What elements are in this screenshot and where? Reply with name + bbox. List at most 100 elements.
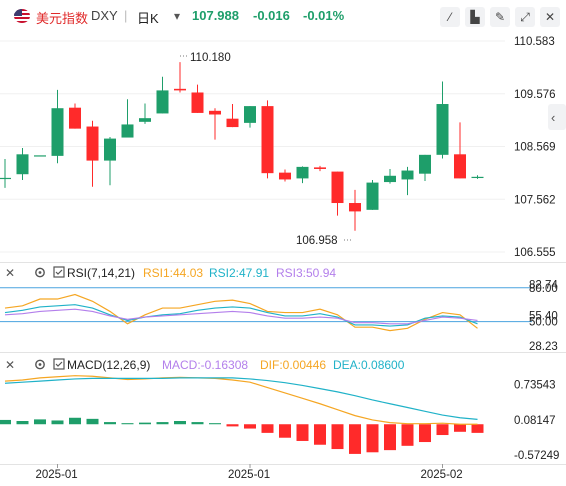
candle-body[interactable] <box>156 90 169 114</box>
macd-tick-label: 0.08147 <box>514 415 556 427</box>
price-change: -0.016 <box>253 8 290 23</box>
macd-bar <box>139 422 151 425</box>
macd-bar <box>296 424 309 441</box>
rsi2-value: RSI2:47.91 <box>209 266 269 280</box>
candle-body[interactable] <box>209 110 221 115</box>
price-axis: 110.583 109.576 108.569 107.562 106.555 <box>514 36 556 259</box>
candle-body[interactable] <box>314 167 326 169</box>
candle-body[interactable] <box>366 182 379 210</box>
candle-body[interactable] <box>104 138 116 161</box>
macd-bar <box>86 418 99 425</box>
draw-tool-icon[interactable]: ⁄ <box>440 7 460 27</box>
price-change-percent: -0.01% <box>303 8 345 23</box>
candle-body[interactable] <box>471 176 484 179</box>
macd-bar <box>384 424 396 451</box>
low-label: 106.958 <box>296 235 338 247</box>
candle-body[interactable] <box>34 155 46 157</box>
macd-bar <box>419 424 431 443</box>
candle-body[interactable] <box>296 166 309 179</box>
close-pane-icon[interactable]: ✕ <box>5 266 15 280</box>
price-tick-label: 106.555 <box>514 247 556 259</box>
chevron-down-icon[interactable]: ▾ <box>174 9 181 23</box>
interval-selector[interactable]: 日K <box>137 11 159 26</box>
candle-body[interactable] <box>121 124 134 138</box>
close-icon[interactable]: ✕ <box>540 7 560 27</box>
indicator-icon[interactable]: ▙ <box>465 7 485 27</box>
dif-line <box>4 375 478 425</box>
candle-body[interactable] <box>51 108 64 156</box>
high-label: 110.180 <box>190 52 231 64</box>
candle-body[interactable] <box>279 172 291 180</box>
time-tick-label: 2025-01 <box>228 469 270 481</box>
macd-bar <box>349 424 361 454</box>
macd-tick-label: -0.57249 <box>514 450 559 462</box>
rsi-levels <box>0 287 532 323</box>
candle-body[interactable] <box>69 107 81 129</box>
candle-body[interactable] <box>384 175 396 183</box>
high-annotation: 110.180 <box>180 52 231 64</box>
svg-text:‹: ‹ <box>551 110 555 125</box>
candle-body[interactable] <box>86 126 99 161</box>
visibility-checkbox-icon[interactable] <box>53 266 65 278</box>
us-flag-icon <box>14 9 30 23</box>
macd-bar <box>366 424 379 453</box>
macd-axis: 0.73543 0.08147 -0.57249 <box>514 380 559 463</box>
dea-line <box>4 377 478 420</box>
close-pane-icon[interactable]: ✕ <box>5 358 15 372</box>
rsi-legend: ✕ RSI(7,14,21) RSI1:44.03 RSI2:47.91 RSI… <box>5 266 336 280</box>
rsi-tick-label: 80.00 <box>529 283 558 295</box>
candle-body[interactable] <box>0 177 11 180</box>
fullscreen-icon[interactable]: ⤢ <box>515 7 535 27</box>
macd-bar <box>69 417 81 425</box>
candle-body[interactable] <box>226 118 239 128</box>
collapse-panel-icon[interactable]: ‹ <box>548 104 566 130</box>
macd-bar <box>104 422 116 425</box>
candle-body[interactable] <box>331 171 344 204</box>
settings-icon[interactable] <box>35 359 45 370</box>
price-tick-label: 107.562 <box>514 194 556 206</box>
price-tick-label: 110.583 <box>514 36 555 48</box>
macd-bar <box>401 424 414 446</box>
candle-body[interactable] <box>174 88 186 91</box>
settings-icon[interactable] <box>35 267 45 278</box>
candle-body[interactable] <box>419 154 431 174</box>
macd-bar <box>331 424 344 450</box>
candle-body[interactable] <box>436 104 449 155</box>
candle-body[interactable] <box>139 118 151 122</box>
chart-area[interactable]: 110.583 109.576 108.569 107.562 106.555 110.… <box>0 32 566 486</box>
candle-body[interactable] <box>349 203 361 212</box>
candle-body[interactable] <box>401 170 414 180</box>
candle-body[interactable] <box>191 92 204 113</box>
instrument-name[interactable]: 美元指数 <box>36 11 89 26</box>
time-tick-label: 2025-02 <box>421 469 463 481</box>
dif-value: DIF:0.00446 <box>260 358 326 372</box>
macd-bar <box>51 420 64 425</box>
macd-bar <box>244 424 256 429</box>
macd-bar <box>16 421 29 425</box>
instrument-symbol[interactable]: DXY <box>91 8 118 23</box>
rsi-tick-label: 55.40 <box>529 310 558 322</box>
low-annotation: 106.958 <box>296 235 352 247</box>
rsi1-line <box>4 293 478 332</box>
rsi3-line <box>4 308 478 325</box>
macd-bar <box>279 424 291 438</box>
pen-tool-icon[interactable]: ✎ <box>490 7 510 27</box>
macd-legend: ✕ MACD(12,26,9) MACD:-0.16308 DIF:0.0044… <box>5 358 405 372</box>
macd-bar <box>156 422 169 425</box>
macd-bar <box>0 419 11 425</box>
time-tick-label: 2025-01 <box>36 469 78 481</box>
rsi-lines <box>4 293 478 332</box>
candle-body[interactable] <box>454 154 466 179</box>
candle-body[interactable] <box>16 154 29 175</box>
visibility-checkbox-icon[interactable] <box>53 358 65 370</box>
candles[interactable] <box>0 62 484 231</box>
candle-body[interactable] <box>261 106 274 174</box>
rsi3-value: RSI3:50.94 <box>276 266 336 280</box>
macd-histogram <box>0 417 484 454</box>
rsi-tick-label: 28.23 <box>529 341 558 353</box>
rsi2-line <box>4 304 478 327</box>
macd-lines <box>4 375 478 425</box>
candle-body[interactable] <box>244 106 256 123</box>
macd-tick-label: 0.73543 <box>514 380 556 392</box>
